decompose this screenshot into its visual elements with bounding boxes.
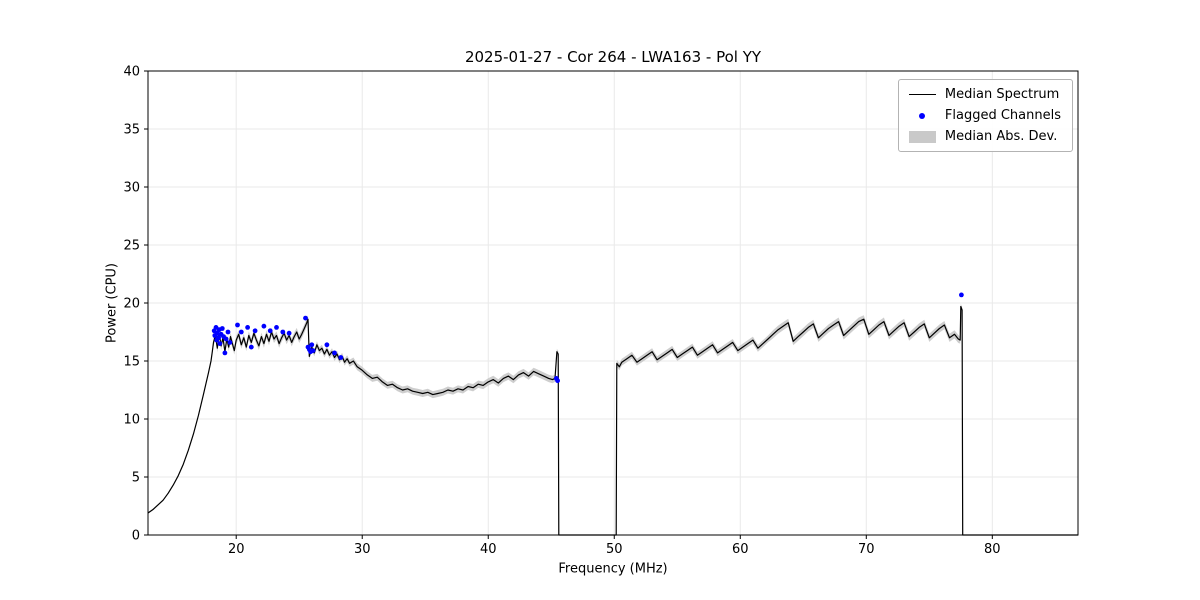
x-tick-label: 60 [732,542,749,557]
median-line-glyph [908,94,936,95]
legend-item-median-spectrum: Median Spectrum [908,87,1061,102]
legend-item-flagged-channels: Flagged Channels [909,108,1061,123]
y-axis-label: Power (CPU) [104,262,120,344]
flagged-points [211,292,964,384]
x-axis-ticks: 20 30 40 50 60 70 80 [228,535,1001,557]
legend: Median Spectrum Flagged Channels Median … [897,79,1073,152]
gridlines [148,70,1078,536]
legend-label-median-spectrum: Median Spectrum [944,87,1060,102]
x-tick-label: 30 [354,542,371,557]
legend-item-median-abs-dev: Median Abs. Dev. [908,129,1061,144]
x-axis-label: Frequency (MHz) [558,561,668,577]
y-axis-ticks: 0 5 10 15 20 25 30 35 40 [123,65,148,544]
mad-band-glyph [908,130,936,143]
legend-label-flagged-channels: Flagged Channels [944,108,1061,123]
y-tick-label: 40 [123,65,140,80]
y-tick-label: 5 [132,471,140,486]
y-tick-label: 10 [123,413,140,428]
x-tick-label: 20 [228,542,245,557]
y-tick-label: 35 [123,123,140,138]
chart-title: 2025-01-27 - Cor 264 - LWA163 - Pol YY [464,48,762,66]
median-line [147,305,1078,536]
y-tick-label: 25 [123,239,140,254]
x-tick-label: 40 [480,542,497,557]
legend-label-median-abs-dev: Median Abs. Dev. [944,129,1058,144]
x-tick-label: 50 [606,542,623,557]
y-tick-label: 0 [132,529,140,544]
y-tick-label: 30 [123,181,140,196]
x-tick-label: 80 [984,542,1001,557]
y-tick-label: 15 [123,355,140,370]
x-tick-label: 70 [858,542,875,557]
flagged-dot-glyph [909,112,936,119]
y-tick-label: 20 [123,297,140,312]
